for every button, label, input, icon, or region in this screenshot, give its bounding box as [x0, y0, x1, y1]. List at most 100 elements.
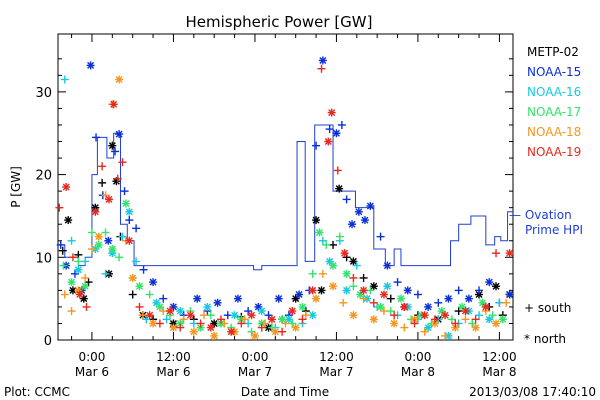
marker-stroke — [441, 311, 449, 319]
marker-stroke — [424, 324, 432, 332]
north-point — [135, 282, 144, 291]
north-point — [348, 220, 357, 229]
marker-stroke — [64, 216, 72, 224]
marker-stroke — [295, 291, 303, 299]
south-point — [60, 290, 69, 299]
south-point — [502, 298, 511, 307]
north-point — [308, 311, 317, 320]
north-point — [327, 108, 336, 117]
marker-stroke — [190, 328, 198, 336]
y-axis-label: P [GW] — [9, 166, 23, 208]
x-tick-time-label: 12:00 — [156, 350, 191, 364]
marker-stroke — [343, 270, 351, 278]
marker-stroke — [87, 61, 95, 69]
marker-stroke — [81, 282, 89, 290]
south-point — [98, 178, 107, 187]
marker-stroke — [329, 262, 337, 270]
north-point — [257, 307, 266, 316]
north-point — [125, 207, 134, 216]
south-point — [145, 290, 154, 299]
north-point — [94, 240, 103, 249]
north-point — [288, 307, 297, 316]
marker-stroke — [421, 311, 429, 319]
south-point — [138, 311, 147, 320]
north-point — [68, 286, 77, 295]
south-point — [410, 319, 419, 328]
marker-stroke — [438, 307, 446, 315]
north-point — [79, 294, 88, 303]
north-point — [441, 311, 450, 320]
south-point — [386, 307, 395, 316]
north-point — [369, 282, 378, 291]
south-point — [132, 224, 141, 233]
north-point — [203, 302, 212, 311]
marker-stroke — [248, 311, 256, 319]
south-point — [264, 311, 273, 320]
marker-stroke — [492, 319, 500, 327]
marker-stroke — [203, 303, 211, 311]
north-point — [230, 311, 239, 320]
north-point — [121, 199, 130, 208]
marker-stroke — [349, 311, 357, 319]
south-point — [488, 311, 497, 320]
marker-stroke — [458, 303, 466, 311]
north-point — [498, 315, 507, 324]
marker-stroke — [506, 291, 514, 299]
marker-stroke — [380, 291, 388, 299]
north-point — [94, 232, 103, 241]
south-point — [333, 166, 342, 175]
marker-stroke — [361, 216, 369, 224]
south-point — [475, 311, 484, 320]
south-point — [237, 319, 246, 328]
north-point — [359, 286, 368, 295]
marker-stroke — [62, 183, 70, 191]
north-point — [155, 302, 164, 311]
north-point — [86, 61, 95, 70]
north-point — [390, 319, 399, 328]
south-point — [308, 269, 317, 278]
south-point — [413, 290, 422, 299]
marker-stroke — [341, 249, 349, 257]
south-point — [447, 315, 456, 324]
north-point — [213, 298, 222, 307]
plot-timestamp: 2013/03/08 17:40:10 — [469, 385, 596, 399]
south-point — [111, 147, 120, 156]
south-point — [492, 249, 501, 258]
marker-stroke — [343, 286, 351, 294]
marker-stroke — [315, 228, 323, 236]
x-tick-date-label: Mar 6 — [75, 365, 109, 379]
y-axis: 0 10 20 30 — [35, 58, 513, 349]
y-tick-label: 30 — [35, 86, 52, 101]
north-point — [210, 319, 219, 328]
marker-stroke — [197, 324, 205, 332]
north-point — [342, 269, 351, 278]
south-point — [60, 75, 69, 84]
north-point — [81, 282, 90, 291]
north-point — [109, 100, 118, 109]
north-point — [227, 327, 236, 336]
south-point — [278, 327, 287, 336]
marker-stroke — [472, 324, 480, 332]
north-point — [149, 278, 158, 287]
marker-stroke — [411, 315, 419, 323]
marker-stroke — [348, 220, 356, 228]
north-point — [492, 282, 501, 291]
marker-stroke — [328, 109, 336, 117]
north-point — [464, 294, 473, 303]
marker-stroke — [231, 311, 239, 319]
marker-stroke — [258, 307, 266, 315]
south-point — [159, 307, 168, 316]
north-point — [505, 249, 514, 258]
south-point — [70, 269, 79, 278]
south-point — [247, 327, 256, 336]
south-point — [223, 311, 232, 320]
marker-stroke — [319, 56, 327, 64]
north-point — [149, 319, 158, 328]
south-point — [58, 246, 67, 255]
marker-stroke — [278, 315, 286, 323]
marker-stroke — [349, 257, 357, 265]
north-point — [485, 278, 494, 287]
legend-south-marker: + south — [524, 301, 571, 315]
marker-stroke — [332, 129, 340, 137]
north-point — [444, 294, 453, 303]
